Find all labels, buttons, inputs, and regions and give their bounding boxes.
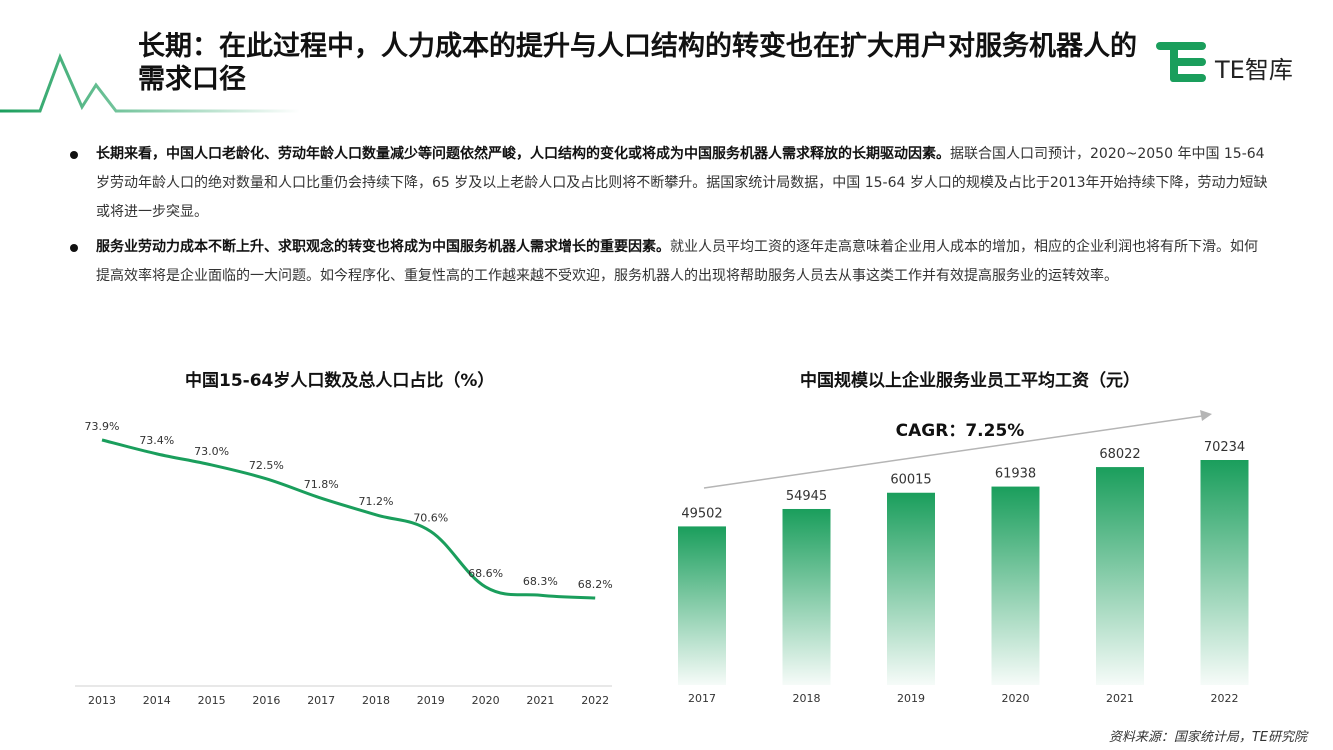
data-label: 73.4% — [139, 434, 174, 447]
x-tick-label: 2020 — [472, 694, 500, 707]
bar — [678, 526, 726, 685]
logo-icon — [1156, 42, 1206, 82]
bar — [1096, 467, 1144, 685]
cagr-annotation: CAGR：7.25% — [896, 421, 1025, 441]
bar-value-label: 61938 — [995, 467, 1036, 482]
bar-value-label: 60015 — [890, 473, 931, 488]
x-tick-label: 2013 — [88, 694, 116, 707]
bar — [782, 508, 831, 685]
x-tick-label: 2015 — [198, 694, 226, 707]
bar-value-label: 49502 — [681, 506, 722, 521]
x-tick-label: 2018 — [793, 692, 821, 705]
bullet-dot-icon — [70, 151, 78, 159]
heartbeat-decoration — [0, 53, 300, 113]
bullet-dot-icon — [70, 244, 78, 252]
data-label: 73.9% — [85, 420, 120, 433]
bar-value-label: 68022 — [1099, 447, 1140, 462]
bullet-item: 长期来看，中国人口老龄化、劳动年龄人口数量减少等问题依然严峻，人口结构的变化或将… — [70, 140, 1270, 227]
data-label: 71.8% — [304, 478, 339, 491]
bullet-text: 据联合国人口司预计，2020~2050 年中国 15-64 岁劳动年龄人口的绝对… — [96, 146, 1268, 220]
x-tick-label: 2019 — [897, 692, 925, 705]
x-tick-label: 2021 — [1106, 692, 1134, 705]
x-tick-label: 2021 — [526, 694, 554, 707]
x-tick-label: 2017 — [688, 692, 716, 705]
bullet-bold-text: 长期来看，中国人口老龄化、劳动年龄人口数量减少等问题依然严峻，人口结构的变化或将… — [96, 146, 950, 162]
x-tick-label: 2016 — [252, 694, 280, 707]
bar-value-label: 54945 — [786, 489, 827, 504]
bar — [1200, 460, 1249, 685]
trend-arrow-line — [703, 415, 1203, 489]
line-series — [101, 438, 596, 600]
bar-value-label: 70234 — [1204, 440, 1245, 455]
data-label: 68.2% — [578, 578, 613, 591]
x-tick-label: 2020 — [1002, 692, 1030, 705]
data-label: 68.6% — [468, 567, 503, 580]
data-label: 70.6% — [413, 511, 448, 524]
x-tick-label: 2018 — [362, 694, 390, 707]
bullet-item: 服务业劳动力成本不断上升、求职观念的转变也将成为中国服务机器人需求增长的重要因素… — [70, 233, 1270, 291]
x-tick-label: 2017 — [307, 694, 335, 707]
line-chart: 73.9% 2013 73.4% 2014 73.0% 2015 72.5% 2016 71.8… — [75, 420, 613, 707]
bullet-bold-text: 服务业劳动力成本不断上升、求职观念的转变也将成为中国服务机器人需求增长的重要因素… — [96, 239, 670, 255]
data-label: 68.3% — [523, 575, 558, 588]
source-note: 资料来源：国家统计局，TE研究院 — [1108, 730, 1307, 745]
bar-chart: 49502 2017 54945 2018 60015 2019 61938 2020 6802… — [678, 410, 1249, 705]
data-label: 73.0% — [194, 445, 229, 458]
x-tick-label: 2022 — [581, 694, 609, 707]
bar — [887, 492, 935, 685]
bullet-text: 就业人员平均工资的逐年走高意味着企业用人成本的增加，相应的企业利润也将有所下滑。… — [96, 239, 1258, 284]
data-label: 71.2% — [359, 495, 394, 508]
trend-arrow-head-icon — [1200, 410, 1212, 421]
x-tick-label: 2014 — [143, 694, 171, 707]
logo-text: TE智库 — [1215, 56, 1293, 84]
bar-chart-title: 中国规模以上企业服务业员工平均工资（元） — [800, 371, 1140, 391]
x-tick-label: 2022 — [1211, 692, 1239, 705]
x-tick-label: 2019 — [417, 694, 445, 707]
bullet-list: 长期来看，中国人口老龄化、劳动年龄人口数量减少等问题依然严峻，人口结构的变化或将… — [70, 140, 1270, 297]
page-title: 长期：在此过程中，人力成本的提升与人口结构的转变也在扩大用户对服务机器人的需求口… — [138, 31, 1137, 95]
bar — [991, 486, 1040, 685]
data-label: 72.5% — [249, 459, 284, 472]
line-chart-title: 中国15-64岁人口数及总人口占比（%） — [185, 371, 495, 391]
